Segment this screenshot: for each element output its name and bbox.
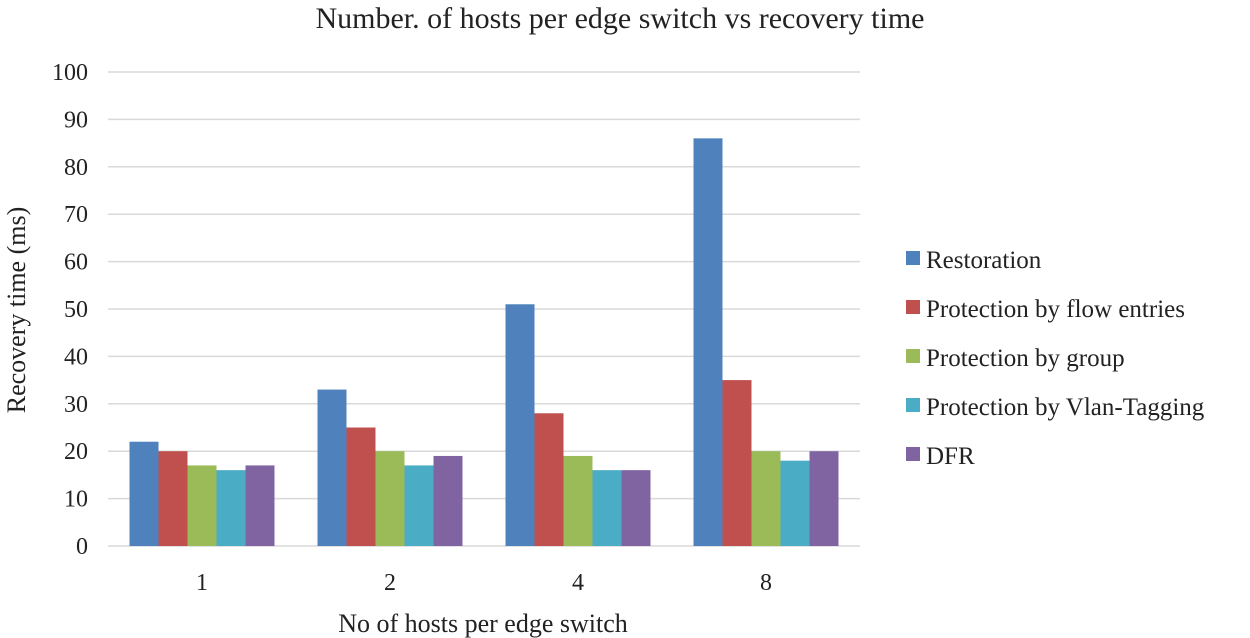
bar — [216, 470, 246, 546]
bar — [129, 441, 159, 546]
y-tick-label: 20 — [64, 439, 88, 465]
y-tick-label: 90 — [64, 107, 88, 133]
legend-swatch — [906, 398, 920, 412]
bar — [534, 413, 564, 546]
y-tick-label: 50 — [64, 297, 88, 323]
bar — [809, 451, 839, 546]
bar — [375, 451, 405, 546]
legend-label: Restoration — [926, 247, 1042, 274]
legend-swatch — [906, 349, 920, 363]
y-tick-label: 0 — [76, 534, 88, 560]
legend-label: DFR — [926, 443, 975, 470]
legend-swatch — [906, 251, 920, 265]
y-tick-label: 60 — [64, 250, 88, 276]
bar — [187, 465, 217, 546]
bar — [346, 427, 376, 546]
legend: Restoration Protection by flow entries Pro… — [906, 247, 1205, 470]
x-tick-label: 4 — [572, 570, 584, 596]
bar — [433, 455, 463, 546]
bar — [751, 451, 781, 546]
y-tick-label: 100 — [52, 60, 88, 86]
y-axis-label: Recovery time (ms) — [2, 207, 31, 414]
legend-label: Protection by Vlan-Tagging — [926, 394, 1205, 421]
x-tick-label: 8 — [760, 570, 772, 596]
bar — [404, 465, 434, 546]
bar — [317, 389, 347, 546]
legend-swatch — [906, 447, 920, 461]
y-tick-label: 30 — [64, 392, 88, 418]
chart-title: Number. of hosts per edge switch vs reco… — [315, 2, 924, 35]
bar — [722, 380, 752, 546]
bar — [592, 470, 622, 546]
x-tick-label: 2 — [384, 570, 396, 596]
legend-label: Protection by flow entries — [926, 296, 1185, 323]
bars — [129, 138, 839, 547]
legend-label: Protection by group — [926, 345, 1125, 372]
bar — [505, 304, 535, 546]
bar — [563, 455, 593, 546]
y-tick-label: 10 — [64, 487, 88, 513]
bar — [693, 138, 723, 547]
y-axis-ticks: 0 10 20 30 40 50 60 70 80 90 100 — [52, 60, 88, 560]
legend-swatch — [906, 300, 920, 314]
bar — [780, 460, 810, 546]
x-axis-ticks: 1 2 4 8 — [196, 570, 772, 596]
y-tick-label: 40 — [64, 344, 88, 370]
y-tick-label: 70 — [64, 202, 88, 228]
bar — [245, 465, 275, 546]
x-axis-label: No of hosts per edge switch — [338, 609, 628, 638]
x-tick-label: 1 — [196, 570, 208, 596]
bar — [158, 451, 188, 546]
y-tick-label: 80 — [64, 155, 88, 181]
bar — [621, 470, 651, 546]
